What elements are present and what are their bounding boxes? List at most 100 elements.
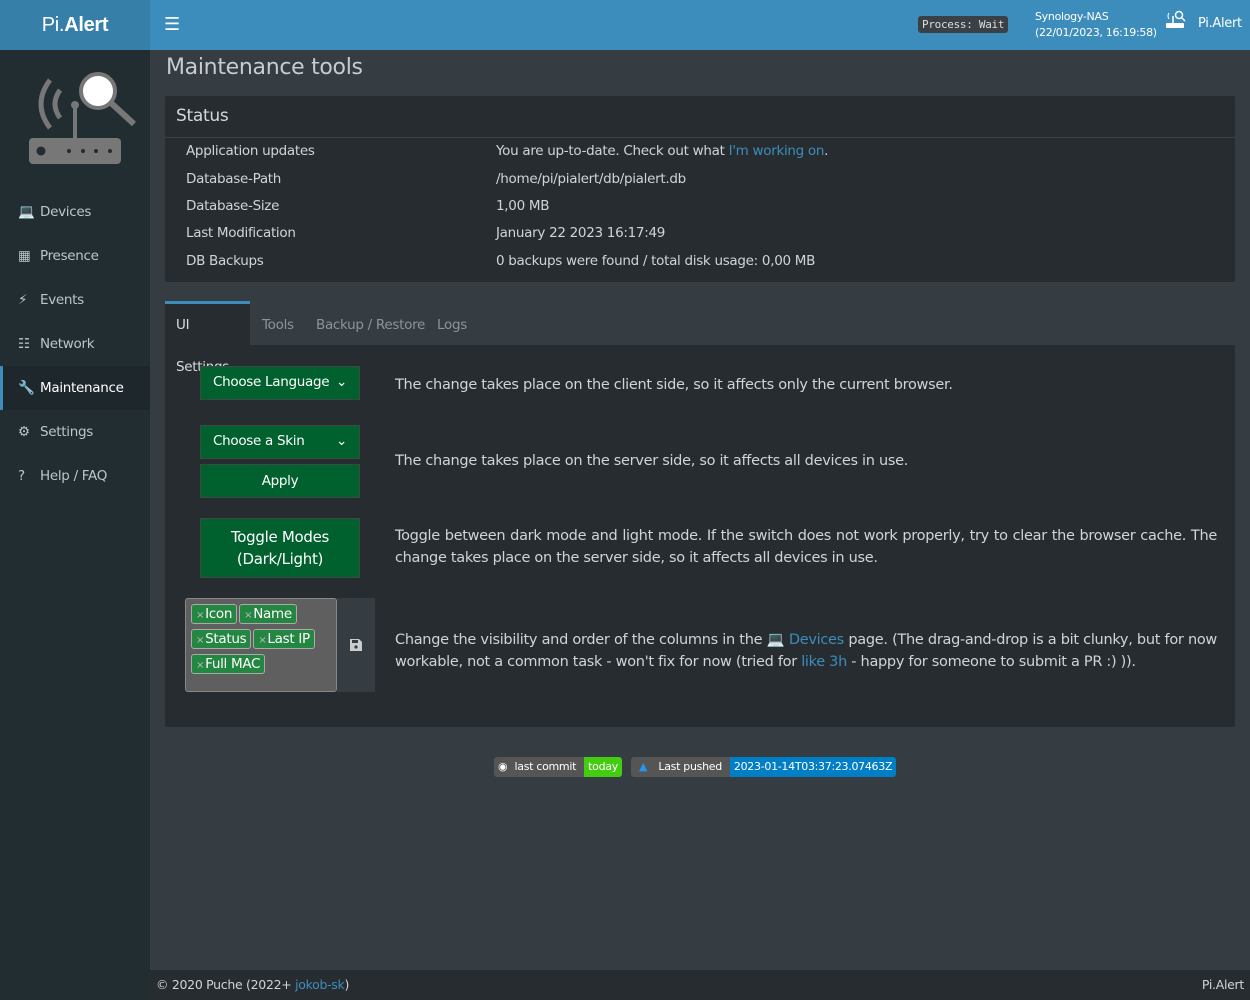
save-icon (350, 639, 362, 651)
host-datetime: (22/01/2023, 16:19:58) (1035, 26, 1157, 39)
chip-label: Icon (205, 606, 233, 622)
remove-icon[interactable]: × (196, 610, 205, 621)
page-title: Maintenance tools (166, 55, 363, 80)
bolt-icon: ⚡ (18, 292, 28, 308)
sidebar-item-label: Help / FAQ (40, 468, 108, 484)
skin-select[interactable]: Choose a Skin ⌄ (200, 425, 360, 459)
sidebar-item-presence[interactable]: ▦ Presence (0, 234, 150, 278)
language-description: The change takes place on the client sid… (395, 377, 953, 393)
brand-suffix: Alert (64, 14, 109, 36)
sidebar-item-help[interactable]: ? Help / FAQ (0, 454, 150, 498)
router-icon[interactable] (1165, 10, 1187, 30)
badge-label: last commit (514, 760, 577, 773)
brand-logo[interactable]: Pi.Alert (0, 0, 150, 50)
language-select[interactable]: Choose Language ⌄ (200, 366, 360, 400)
sidebar-item-label: Devices (40, 204, 92, 220)
sidebar: 💻 Devices ▦ Presence ⚡ Events ☷ Network 🔧 Mai… (0, 50, 150, 1000)
footer: © 2020 Puche (2022+ jokob-sk) Pi.Alert (150, 970, 1250, 1000)
chevron-down-icon: ⌄ (335, 433, 347, 449)
last-commit-badge[interactable]: ◉ last commit today (494, 757, 622, 777)
docker-icon: ▲ (639, 760, 648, 773)
status-title: Status (165, 96, 1235, 138)
devices-page-link[interactable]: 💻 Devices (766, 632, 845, 648)
status-label: Last Modification (186, 225, 296, 241)
status-value: 1,00 MB (496, 198, 550, 214)
status-value: January 22 2023 16:17:49 (496, 225, 666, 241)
sidebar-item-events[interactable]: ⚡ Events (0, 278, 150, 322)
save-columns-button[interactable] (337, 598, 375, 692)
status-label: Database-Path (186, 171, 282, 187)
toggle-label-1: Toggle Modes (230, 528, 330, 546)
chip-label: Name (253, 606, 292, 622)
desc-text: - happy for someone to submit a PR :) ))… (847, 654, 1136, 670)
column-chip[interactable]: ×Status (191, 629, 252, 649)
sidebar-item-settings[interactable]: ⚙ Settings (0, 410, 150, 454)
docker-icon-label: ▲ Last pushed (631, 757, 730, 777)
sidebar-item-label: Network (40, 336, 95, 352)
question-icon: ? (18, 468, 25, 484)
columns-description: Change the visibility and order of the c… (395, 629, 1217, 673)
status-label: Database-Size (186, 198, 280, 214)
chip-label: Last IP (267, 631, 310, 647)
status-value: 0 backups were found / total disk usage:… (496, 253, 816, 269)
footer-app-name: Pi.Alert (1201, 977, 1244, 992)
gear-icon: ⚙ (18, 424, 30, 440)
remove-icon[interactable]: × (196, 660, 205, 671)
tab-backup-restore[interactable]: Backup / Restore (316, 317, 426, 333)
sidebar-item-network[interactable]: ☷ Network (0, 322, 150, 366)
maintenance-tabs: UI Settings Tools Backup / Restore Logs … (165, 301, 1235, 727)
pialert-logo-icon (29, 72, 137, 164)
tab-ui-settings[interactable]: UI Settings (165, 301, 250, 375)
desc-text: Change the visibility and order of the c… (395, 632, 767, 648)
sidebar-item-label: Presence (40, 248, 99, 264)
desc-text: page. (The drag-and-drop is a bit clunky… (395, 632, 1217, 670)
status-label: Application updates (186, 143, 315, 159)
remove-icon[interactable]: × (196, 635, 205, 646)
github-icon-label: ◉ last commit (494, 757, 585, 777)
remove-icon[interactable]: × (244, 610, 253, 621)
laptop-icon: 💻 (18, 204, 35, 220)
footer-close: ) (344, 977, 350, 992)
wrench-icon: 🔧 (18, 380, 35, 396)
skin-select-value: Choose a Skin (213, 433, 305, 449)
chip-label: Full MAC (205, 656, 261, 672)
host-name: Synology-NAS (1035, 10, 1109, 23)
column-chip[interactable]: ×Last IP (253, 629, 315, 649)
column-chip[interactable]: ×Full MAC (191, 654, 266, 674)
chip-label: Status (205, 631, 247, 647)
column-chip[interactable]: ×Icon (191, 604, 238, 624)
sidebar-item-devices[interactable]: 💻 Devices (0, 190, 150, 234)
user-app-name[interactable]: Pi.Alert (1198, 16, 1242, 31)
tab-logs[interactable]: Logs (437, 317, 467, 333)
top-navbar: Pi.Alert ☰ Process: Wait Synology-NAS (22… (0, 0, 1250, 50)
host-info: Synology-NAS (22/01/2023, 16:19:58) (1035, 9, 1157, 41)
update-text: You are up-to-date. Check out what (496, 143, 729, 159)
badge-value: today (584, 757, 622, 777)
language-select-value: Choose Language (213, 374, 330, 390)
like-3h-link[interactable]: like 3h (801, 654, 847, 670)
brand-prefix: Pi. (41, 14, 65, 36)
update-suffix: . (824, 143, 829, 159)
apply-skin-button[interactable]: Apply (200, 464, 360, 498)
column-chip[interactable]: ×Name (239, 604, 297, 624)
last-pushed-badge[interactable]: ▲ Last pushed 2023-01-14T03:37:23.07463Z (631, 757, 897, 777)
sidebar-item-maintenance[interactable]: 🔧 Maintenance (0, 366, 150, 410)
author-link[interactable]: jokob-sk (295, 977, 345, 992)
columns-selector[interactable]: ×Icon ×Name ×Status ×Last IP ×Full MAC (185, 598, 337, 692)
link-text: Devices (788, 632, 844, 648)
process-status: Process: Wait (918, 16, 1009, 33)
toggle-label-2: (Dark/Light) (236, 550, 324, 568)
toggle-description: Toggle between dark mode and light mode.… (395, 528, 1217, 566)
remove-icon[interactable]: × (258, 635, 267, 646)
skin-description: The change takes place on the server sid… (395, 453, 909, 469)
sidebar-item-label: Settings (40, 424, 93, 440)
working-on-link[interactable]: I'm working on (728, 143, 825, 159)
toggle-dark-mode-button[interactable]: Toggle Modes (Dark/Light) (200, 518, 360, 578)
tab-tools[interactable]: Tools (262, 317, 294, 333)
sidebar-item-label: Events (40, 292, 84, 308)
status-value: You are up-to-date. Check out what I'm w… (496, 143, 828, 159)
badge-label: Last pushed (658, 760, 722, 773)
menu-toggle-icon[interactable]: ☰ (164, 14, 180, 35)
tab-bar: UI Settings Tools Backup / Restore Logs (165, 301, 1235, 375)
sidebar-item-label: Maintenance (40, 380, 124, 396)
